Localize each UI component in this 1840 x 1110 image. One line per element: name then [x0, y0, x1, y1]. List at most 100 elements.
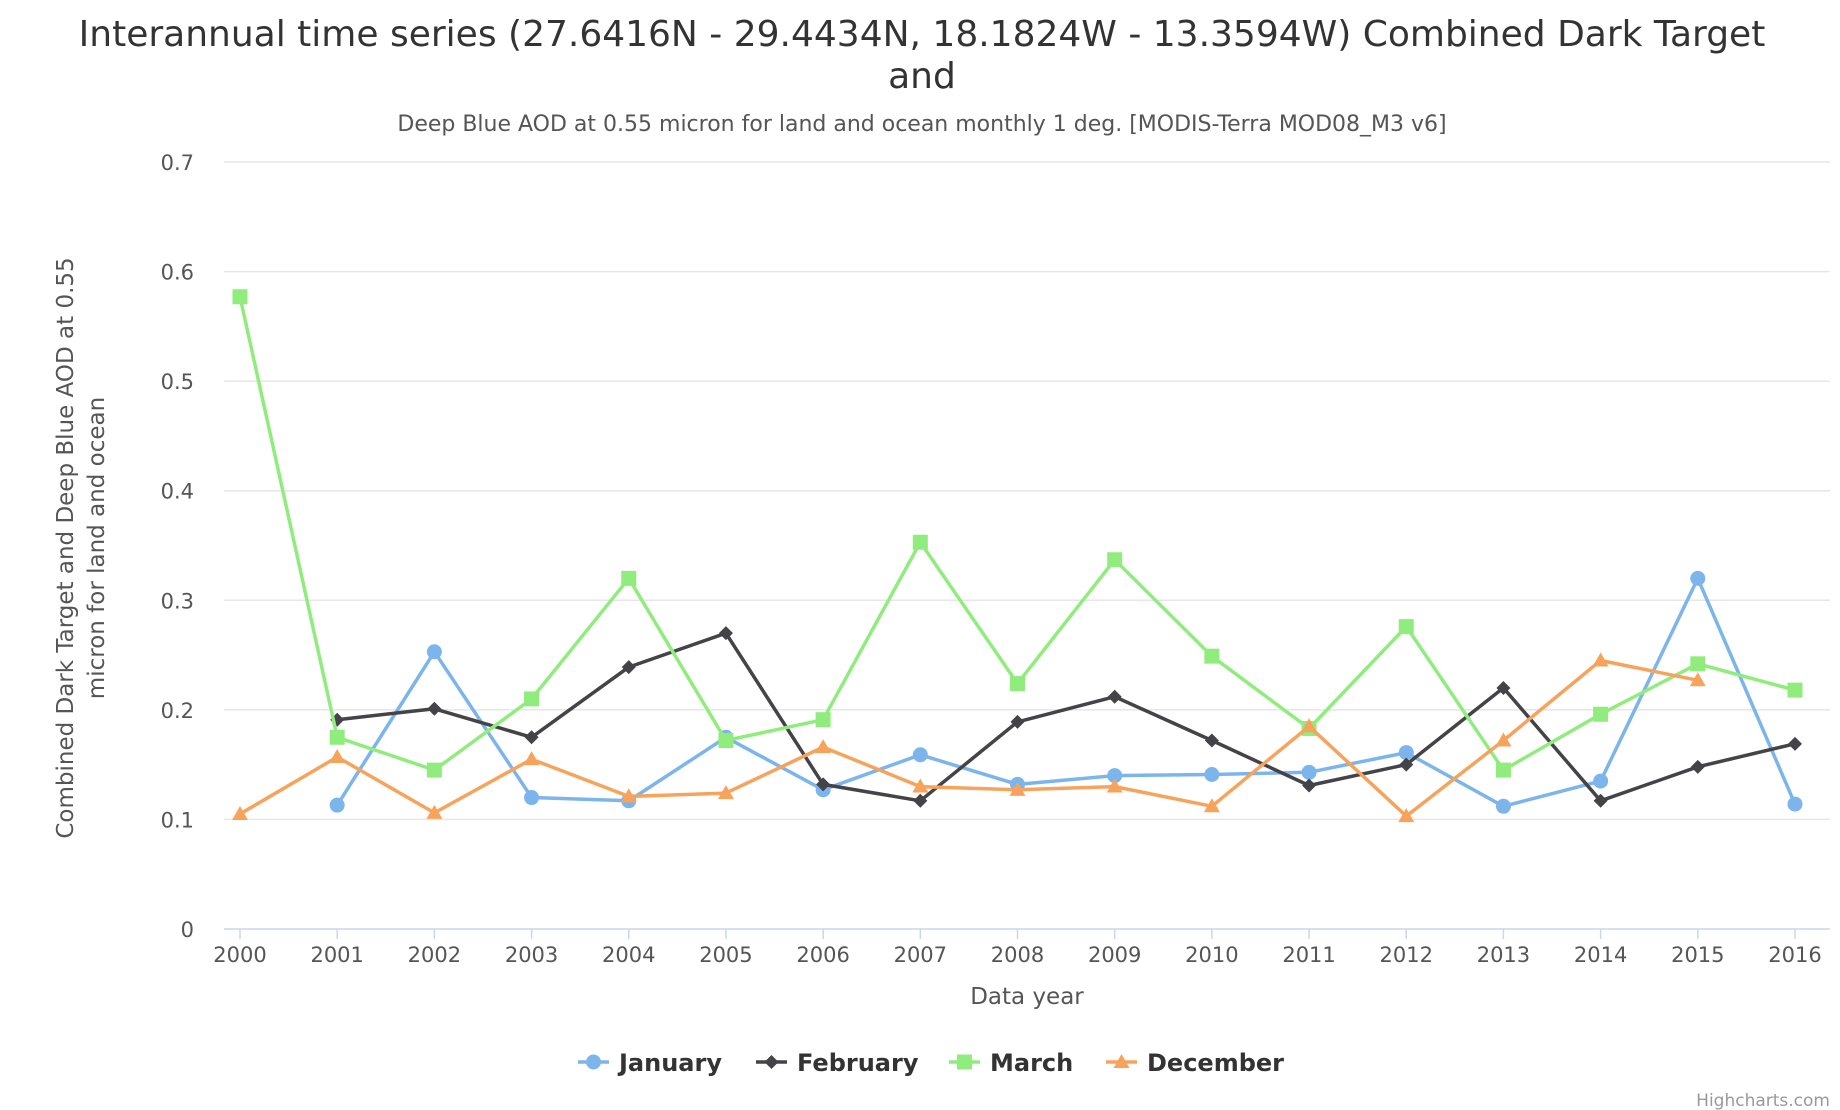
legend-item-december[interactable]: December [1106, 1049, 1284, 1077]
point-december-2008[interactable] [1009, 781, 1026, 796]
point-january-2011[interactable] [1301, 764, 1317, 780]
x-tick-label: 2015 [1671, 943, 1724, 967]
point-february-2015[interactable] [1690, 759, 1705, 774]
credits[interactable]: Highcharts.com [1696, 1091, 1830, 1110]
point-march-2007[interactable] [912, 534, 928, 550]
point-january-2014[interactable] [1593, 773, 1609, 789]
point-march-2002[interactable] [426, 762, 442, 778]
point-february-2005[interactable] [718, 626, 733, 641]
y-axis-ticks: 0 0.1 0.2 0.3 0.4 0.5 0.6 0.7 [161, 151, 194, 942]
point-march-2003[interactable] [524, 691, 540, 707]
point-december-2007[interactable] [912, 778, 929, 793]
point-march-2008[interactable] [1010, 676, 1025, 692]
series-line-december[interactable] [239, 658, 1699, 818]
legend-label-february: February [797, 1049, 919, 1077]
point-january-2007[interactable] [912, 747, 928, 763]
point-december-2013[interactable] [1495, 732, 1512, 747]
point-december-2000[interactable] [232, 805, 248, 820]
point-march-2001[interactable] [329, 729, 345, 745]
point-december-2005[interactable] [717, 785, 734, 800]
legend-label-december: December [1147, 1049, 1284, 1077]
series-layer [232, 289, 1803, 823]
y-tick-label: 0.7 [161, 151, 194, 175]
point-january-2010[interactable] [1204, 767, 1220, 783]
point-march-2000[interactable] [232, 289, 248, 305]
x-tick-label: 2000 [213, 943, 266, 967]
grid-lines [224, 161, 1830, 821]
legend-marker-march [957, 1054, 972, 1070]
point-february-2008[interactable] [1010, 714, 1025, 729]
point-january-2002[interactable] [426, 644, 442, 660]
point-march-2015[interactable] [1690, 656, 1706, 672]
legend-marker-december [1113, 1054, 1130, 1068]
point-december-2010[interactable] [1203, 798, 1220, 813]
series-march [232, 289, 1803, 778]
y-tick-label: 0.6 [161, 261, 194, 285]
point-january-2016[interactable] [1787, 796, 1803, 812]
point-february-2016[interactable] [1788, 736, 1802, 751]
legend-item-january[interactable]: January [578, 1049, 722, 1077]
point-december-2009[interactable] [1106, 778, 1123, 793]
point-february-2003[interactable] [524, 730, 539, 745]
point-march-2004[interactable] [621, 570, 637, 586]
point-march-2012[interactable] [1398, 619, 1414, 635]
y-tick-label: 0.5 [161, 370, 194, 394]
point-january-2015[interactable] [1690, 570, 1706, 586]
point-february-2007[interactable] [913, 793, 928, 808]
y-tick-label: 0.2 [161, 699, 194, 723]
x-tick-label: 2009 [1088, 943, 1141, 967]
point-february-2011[interactable] [1302, 778, 1317, 793]
point-february-2010[interactable] [1204, 733, 1219, 748]
point-december-2014[interactable] [1592, 652, 1609, 667]
legend-label-january: January [617, 1049, 722, 1077]
y-tick-label: 0.4 [161, 480, 194, 504]
point-february-2006[interactable] [816, 777, 831, 792]
x-tick-label: 2011 [1282, 943, 1335, 967]
point-march-2005[interactable] [718, 733, 734, 749]
x-tick-label: 2002 [408, 943, 461, 967]
point-february-2004[interactable] [621, 660, 636, 675]
point-january-2013[interactable] [1495, 798, 1511, 814]
point-december-2002[interactable] [426, 804, 443, 819]
chart-title-line-2: and [888, 56, 956, 97]
point-december-2006[interactable] [815, 739, 832, 754]
point-march-2013[interactable] [1495, 762, 1511, 778]
point-january-2001[interactable] [329, 797, 345, 813]
point-march-2016[interactable] [1787, 682, 1803, 698]
series-line-february[interactable] [337, 631, 1796, 803]
x-tick-label: 2004 [602, 943, 655, 967]
point-february-2012[interactable] [1399, 757, 1414, 772]
point-december-2004[interactable] [620, 788, 637, 803]
x-tick-label: 2003 [505, 943, 558, 967]
y-axis-title-line-2: micron for land and ocean [84, 397, 110, 699]
point-december-2012[interactable] [1398, 808, 1415, 823]
x-tick-label: 2007 [894, 943, 947, 967]
point-march-2006[interactable] [815, 712, 831, 728]
point-january-2012[interactable] [1398, 745, 1414, 761]
point-february-2002[interactable] [427, 701, 442, 716]
series-line-march[interactable] [238, 296, 1796, 772]
point-december-2003[interactable] [523, 751, 540, 766]
point-january-2003[interactable] [524, 790, 540, 806]
point-december-2015[interactable] [1689, 672, 1706, 687]
y-axis-title: Combined Dark Target and Deep Blue AOD a… [53, 257, 110, 838]
point-december-2001[interactable] [329, 748, 346, 763]
x-tick-label: 2014 [1574, 943, 1627, 967]
point-february-2013[interactable] [1496, 680, 1511, 695]
legend-item-march[interactable]: March [949, 1049, 1073, 1077]
point-february-2009[interactable] [1107, 689, 1122, 704]
x-tick-label: 2010 [1185, 943, 1238, 967]
point-december-2011[interactable] [1301, 718, 1318, 733]
x-tick-label: 2006 [796, 943, 849, 967]
series-december [232, 652, 1706, 823]
point-march-2010[interactable] [1204, 648, 1220, 664]
chart-title-line-1: Interannual time series (27.6416N - 29.4… [79, 14, 1766, 55]
point-march-2009[interactable] [1107, 552, 1123, 568]
x-tick-label: 2005 [699, 943, 752, 967]
legend[interactable]: January February March December [578, 1049, 1284, 1077]
point-march-2014[interactable] [1593, 706, 1609, 722]
point-february-2014[interactable] [1593, 793, 1608, 808]
point-january-2009[interactable] [1107, 768, 1123, 784]
series-line-january[interactable] [335, 576, 1797, 809]
legend-item-february[interactable]: February [756, 1049, 919, 1077]
